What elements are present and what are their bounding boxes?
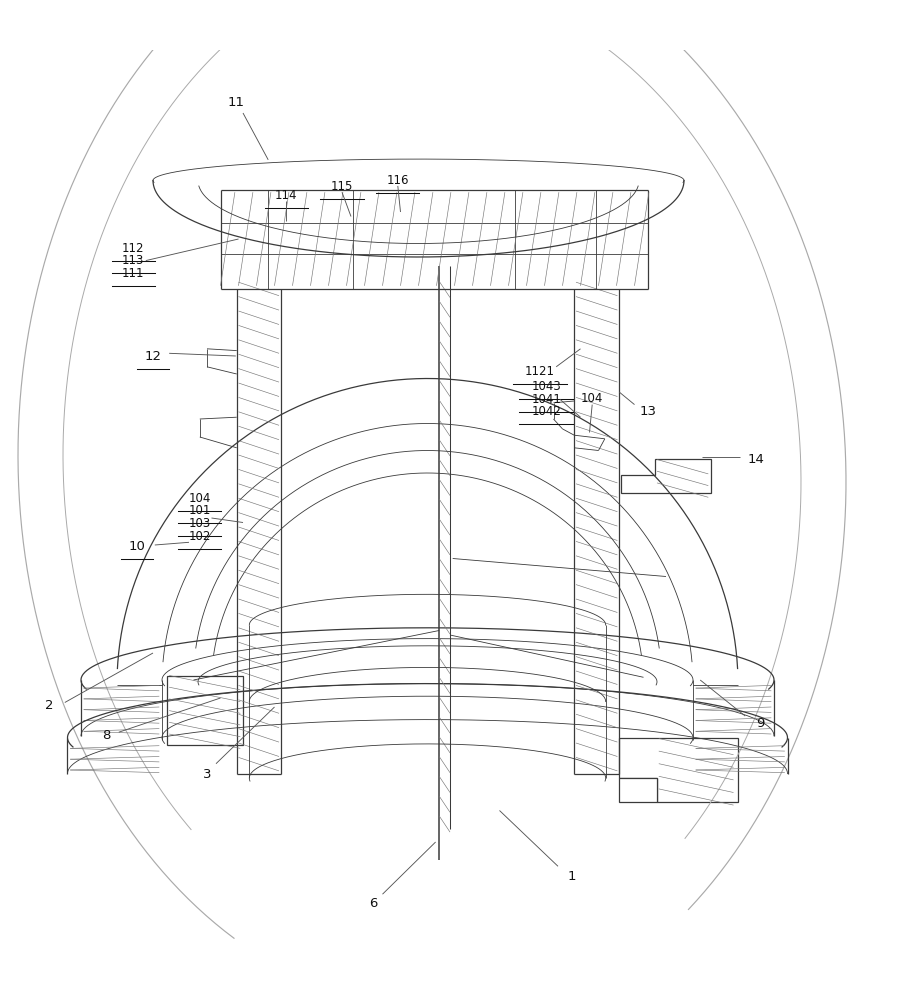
Text: 112: 112 (122, 241, 144, 254)
Text: 11: 11 (228, 96, 244, 109)
Text: 14: 14 (748, 453, 764, 466)
Text: 6: 6 (369, 897, 378, 910)
Text: 101: 101 (189, 504, 211, 517)
Text: 12: 12 (145, 350, 161, 362)
Text: 9: 9 (756, 717, 765, 730)
Polygon shape (621, 459, 711, 493)
Text: 10: 10 (129, 540, 145, 553)
Polygon shape (619, 778, 657, 802)
Text: 102: 102 (189, 529, 211, 542)
Text: 116: 116 (387, 174, 409, 187)
Text: 113: 113 (122, 254, 144, 267)
Polygon shape (619, 738, 738, 802)
Text: 103: 103 (189, 517, 211, 530)
Text: 3: 3 (202, 768, 211, 781)
Text: 114: 114 (275, 189, 297, 202)
Text: 8: 8 (102, 729, 111, 742)
Text: 13: 13 (640, 405, 656, 418)
Text: 104: 104 (189, 492, 211, 505)
Text: 1043: 1043 (531, 380, 562, 393)
Text: 1121: 1121 (525, 365, 555, 378)
Polygon shape (166, 676, 243, 745)
Text: 115: 115 (331, 180, 353, 193)
Text: 2: 2 (45, 699, 54, 712)
Text: 1: 1 (567, 870, 576, 883)
Text: 1042: 1042 (531, 405, 562, 418)
Text: 104: 104 (581, 392, 603, 405)
Text: 1041: 1041 (531, 393, 562, 406)
Text: 111: 111 (122, 267, 144, 280)
